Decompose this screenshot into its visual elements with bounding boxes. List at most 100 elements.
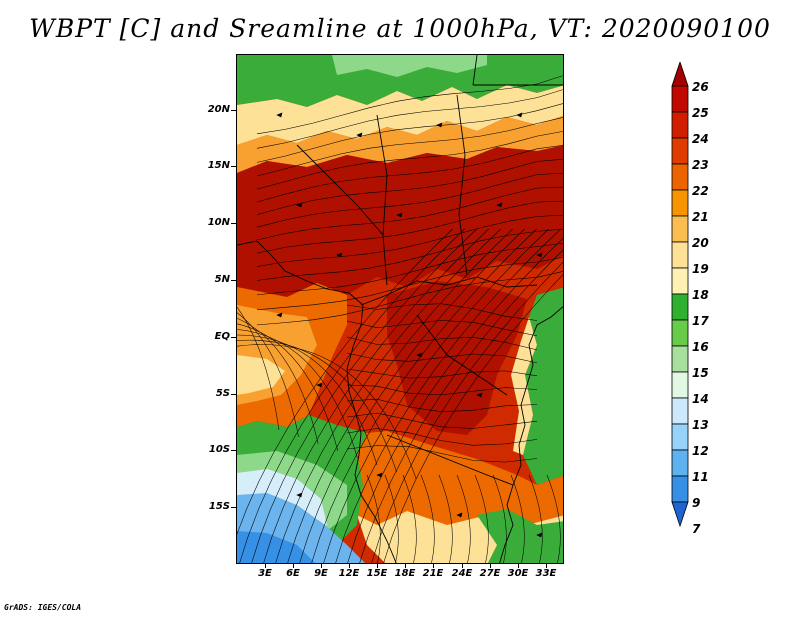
sahara-green-zone [237, 55, 563, 107]
streamline [346, 368, 538, 379]
streamline-arrow [296, 202, 303, 208]
colorbar-label-25: 25 [692, 106, 709, 120]
streamline [359, 249, 563, 563]
colorbar-label-23: 23 [692, 158, 709, 172]
colorbar-label-11: 11 [692, 470, 709, 484]
colorbar-swatch [671, 111, 689, 139]
colorbar-swatch [671, 163, 689, 191]
streamline [256, 158, 563, 215]
colorbar-label-26: 26 [692, 80, 709, 94]
lat-tick-10n [231, 223, 236, 224]
colorbar-swatch [671, 293, 689, 321]
streamline-arrow [496, 202, 503, 208]
lon-tick-3e [265, 564, 266, 568]
streamline [256, 172, 563, 228]
lon-tick-15e [377, 564, 378, 568]
colorbar-swatch [671, 137, 689, 165]
streamline [251, 228, 477, 563]
colorbar-swatch [671, 85, 689, 113]
lon-label-30e: 30E [507, 568, 529, 579]
streamline-arrow [316, 382, 323, 388]
streamline [256, 89, 563, 149]
lon-label-18e: 18E [394, 568, 416, 579]
streamline [402, 474, 417, 563]
streamline [237, 317, 319, 445]
colorbar-swatch [671, 423, 689, 451]
streamline-arrow [536, 252, 543, 258]
streamline [256, 131, 563, 190]
streamline [237, 329, 358, 459]
colorbar-swatch [671, 215, 689, 243]
streamline-arrow [276, 312, 283, 318]
lat-label-10s: 10S [208, 444, 230, 455]
streamline [346, 303, 538, 321]
lon-label-21e: 21E [422, 568, 444, 579]
lon-label-27e: 27E [479, 568, 501, 579]
colorbar-swatch [671, 189, 689, 217]
lon-tick-6e [293, 564, 294, 568]
streamline [237, 344, 417, 480]
colorbar-label-15: 15 [692, 366, 709, 380]
colorbar-bottom-arrow [671, 501, 689, 528]
lat-tick-20n [231, 110, 236, 111]
lon-tick-12e [349, 564, 350, 568]
lat-tick-5s [231, 394, 236, 395]
colorbar-label-16: 16 [692, 340, 709, 354]
streamline [456, 474, 471, 563]
streamline [366, 474, 381, 563]
streamline [256, 75, 563, 135]
south-atlantic-deep-blue [237, 531, 315, 563]
colorbar-label-12: 12 [692, 444, 709, 458]
streamline [256, 117, 563, 177]
colorbar-label-20: 20 [692, 236, 709, 250]
map-panel [236, 54, 564, 564]
streamline [371, 261, 563, 563]
streamline [546, 474, 561, 563]
streamline-arrow [336, 252, 343, 258]
streamline [474, 474, 489, 563]
lon-tick-18e [405, 564, 406, 568]
streamline [346, 412, 538, 429]
streamline [438, 474, 453, 563]
streamline [299, 228, 525, 563]
streamline-arrow [416, 352, 423, 358]
colorbar-swatch [671, 345, 689, 373]
streamline [256, 228, 563, 281]
lat-tick-15n [231, 166, 236, 167]
streamline-arrow [276, 112, 283, 118]
lon-tick-21e [433, 564, 434, 568]
east-africa-green [523, 287, 563, 485]
lat-tick-eq [231, 337, 236, 338]
colorbar-label-13: 13 [692, 418, 709, 432]
streamline [256, 271, 563, 326]
streamline [346, 428, 538, 446]
colorbar-label-24: 24 [692, 132, 709, 146]
streamline [420, 474, 435, 563]
streamline-arrow [296, 492, 303, 498]
lon-tick-24e [462, 564, 463, 568]
streamline [492, 474, 507, 563]
map-title: WBPT [C] and Sreamline at 1000hPa, VT: 2… [29, 14, 771, 43]
lat-label-20n: 20N [207, 104, 230, 115]
streamline-arrow [516, 112, 523, 118]
coastlines-and-borders [237, 55, 563, 563]
streamline [346, 398, 538, 412]
streamline [346, 384, 538, 396]
streamline [263, 228, 489, 563]
streamline-arrow [536, 532, 543, 538]
congo-deep-red [387, 281, 527, 435]
streamline [346, 445, 538, 463]
streamline-arrow [356, 132, 363, 138]
streamline [347, 237, 563, 563]
lon-label-3e: 3E [258, 568, 272, 579]
lat-tick-15s [231, 507, 236, 508]
streamline [256, 242, 563, 296]
colorbar-swatch [671, 241, 689, 269]
streamline-arrow [396, 212, 403, 218]
colorbar-swatch [671, 319, 689, 347]
streamline [256, 103, 563, 163]
lat-label-5n: 5N [214, 274, 230, 285]
lat-label-5s: 5S [215, 388, 230, 399]
lon-label-12e: 12E [338, 568, 360, 579]
streamline [346, 336, 538, 351]
